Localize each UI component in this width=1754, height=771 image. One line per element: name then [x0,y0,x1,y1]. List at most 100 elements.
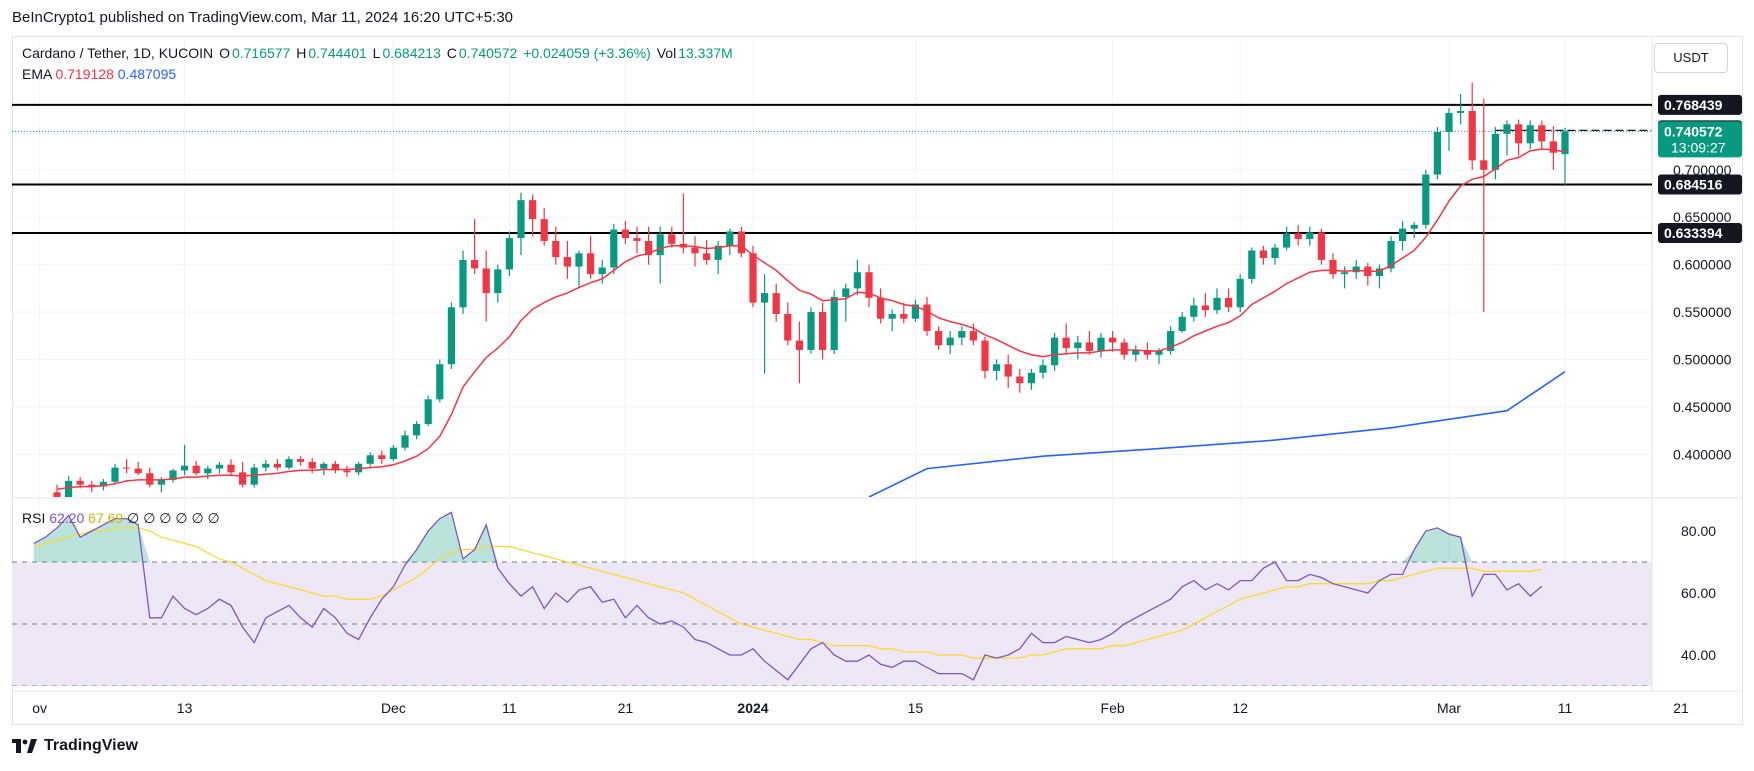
candle-body [761,293,769,303]
time-tick-label: ov [32,700,47,716]
rsi-ma-line [33,527,1542,659]
chart-frame [12,36,1743,725]
price-tick-label: 0.600000 [1673,257,1732,273]
candle-body [1341,272,1349,275]
footer-brand: TradingView [44,737,138,754]
rsi-line [33,511,1543,681]
candle-body [436,364,444,400]
open-label: O [219,45,230,61]
rsi-ma-value: 67.69 [88,510,124,526]
candle-body [552,240,560,258]
level-badge-label: 0.684516 [1664,177,1723,193]
candle-body [459,259,467,308]
candle-body [123,467,131,469]
volume-value: 13.337M [678,45,733,61]
candle-body [1155,350,1163,355]
candle-body [621,229,629,239]
rsi-overbought-fill [33,512,1542,562]
ema-legend: EMA 0.719128 0.487095 [22,66,176,82]
candle-body [610,229,618,268]
candle-body [505,238,513,270]
tradingview-logo[interactable]: TradingView [12,737,138,755]
candle-body [1039,365,1047,373]
candle-body [1422,174,1430,225]
time-tick-label: 15 [908,700,924,716]
time-tick-label: Mar [1437,700,1461,716]
candle-body [969,331,977,341]
ema-short-value: 0.719128 [55,66,114,82]
ohlc-legend: Cardano / Tether, 1D, KUCOIN O 0.716577 H… [22,45,735,61]
candle-body [1503,124,1511,134]
price-tick-label: 0.550000 [1673,304,1732,320]
candle-body [1457,111,1465,113]
candle-body [1074,342,1082,349]
level-badge [1658,174,1742,195]
candle-body [1445,112,1453,132]
candle-body [633,238,641,241]
candle-body [320,463,328,469]
rsi-tick-label: 40.00 [1681,647,1716,663]
candle-body [1051,337,1059,366]
candle-body [1526,125,1534,144]
candle-body [146,473,154,485]
candle-body [981,340,989,371]
candle-body [958,331,966,338]
ema-short-line [56,148,1566,491]
candle-body [598,267,606,275]
level-badge-label: 0.633394 [1664,225,1723,241]
currency-button[interactable]: USDT [1654,43,1728,73]
candle-body [1201,305,1209,311]
price-tick-label: 0.500000 [1673,351,1732,367]
candle-body [1085,342,1093,351]
candle-body [111,467,119,482]
candle-body [888,313,896,319]
rsi-label[interactable]: RSI [22,510,46,526]
rsi-tick-label: 80.00 [1681,523,1716,539]
candle-body [401,435,409,448]
candle-body [1399,228,1407,241]
time-tick-label: 12 [1232,700,1248,716]
price-pane [12,82,1652,497]
candle-body [923,304,931,332]
level-badge [1658,222,1742,243]
candle-body [1283,233,1291,248]
change-value: +0.024059 (+3.36%) [523,45,651,61]
candle-body [308,461,316,469]
candle-body [540,219,548,241]
candle-body [157,479,165,485]
candle-body [424,399,432,424]
countdown-label: 13:09:27 [1671,139,1726,155]
candle-body [1306,232,1314,240]
candle-body [99,481,107,487]
candle-body [1143,350,1151,355]
time-tick-label: 21 [618,700,634,716]
candle-body [215,464,223,469]
candle-body [1271,247,1279,259]
candle-body [1132,350,1140,355]
ema-long-line [868,371,1566,497]
candle-body [76,480,84,485]
volume-label: Vol [656,45,677,61]
candle-body [1387,240,1395,269]
candle-body [946,337,954,346]
candle-body [297,459,305,462]
candle-body [192,465,200,474]
candle-body [575,253,583,267]
candle-body [1004,364,1012,377]
candle-body [737,231,745,254]
candle-body [714,245,722,260]
candle-body [1213,297,1221,311]
candle-body [935,331,943,346]
candle-body [1480,160,1488,170]
ema-label[interactable]: EMA [22,66,52,82]
candle-body [807,312,815,351]
price-tick-label: 0.450000 [1673,399,1732,415]
candle-body [668,234,676,244]
low-label: L [372,45,381,61]
candle-body [1027,372,1035,384]
candle-body [471,259,479,269]
price-tick-label: 0.700000 [1673,162,1732,178]
time-tick-label: 11 [502,700,517,716]
symbol-label[interactable]: Cardano / Tether, 1D, KUCOIN [22,45,214,61]
